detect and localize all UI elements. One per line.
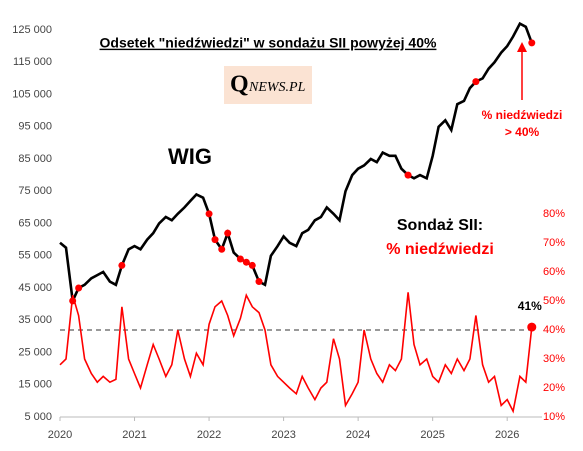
survey-label: % niedźwiedzi <box>386 241 494 258</box>
last-dot <box>527 322 537 332</box>
x-tick-label: 2024 <box>346 429 370 441</box>
arrow-head <box>517 42 527 52</box>
logo-q: Q <box>230 72 249 98</box>
x-tick-label: 2023 <box>271 429 295 441</box>
x-tick-label: 2020 <box>48 429 72 441</box>
last-label: 41% <box>518 299 542 313</box>
bear-dot <box>218 245 226 253</box>
survey-label: Sondaż SII: <box>397 217 483 234</box>
bear-dot <box>211 236 219 244</box>
bear-dot <box>528 39 536 47</box>
y2-tick-label: 40% <box>543 324 565 336</box>
bear-dot <box>255 278 263 286</box>
logo-box <box>224 66 312 104</box>
bears-note: % niedźwiedzi <box>482 108 563 122</box>
bears-note: > 40% <box>505 125 540 139</box>
x-tick-label: 2026 <box>495 429 519 441</box>
y-tick-label: 75 000 <box>18 185 52 197</box>
bear-dot <box>472 78 480 86</box>
bear-dot <box>205 210 213 218</box>
y-tick-label: 55 000 <box>18 250 52 262</box>
bear-dot <box>75 284 83 292</box>
x-tick-label: 2025 <box>420 429 444 441</box>
y-tick-label: 105 000 <box>12 88 52 100</box>
y2-tick-label: 70% <box>543 237 565 249</box>
x-tick-label: 2021 <box>122 429 146 441</box>
logo-text: NEWS.PL <box>248 80 306 95</box>
y-tick-label: 115 000 <box>13 56 52 68</box>
chart-title: Odsetek "niedźwiedzi" w sondażu SII powy… <box>100 35 437 51</box>
y-tick-label: 25 000 <box>18 346 52 358</box>
y-tick-label: 65 000 <box>18 217 52 229</box>
y2-tick-label: 20% <box>543 382 565 394</box>
y-tick-label: 35 000 <box>18 314 52 326</box>
bear-dot <box>236 255 244 263</box>
y2-tick-label: 30% <box>543 353 565 365</box>
y-tick-label: 5 000 <box>24 411 52 423</box>
y-tick-label: 95 000 <box>18 121 52 133</box>
series-line <box>59 292 533 414</box>
bear-dot <box>404 171 412 179</box>
y2-tick-label: 10% <box>543 411 565 423</box>
y-tick-label: 125 000 <box>12 24 52 36</box>
y-tick-label: 85 000 <box>18 153 52 165</box>
bear-dot <box>69 297 77 305</box>
series-line <box>59 21 534 306</box>
y2-tick-label: 50% <box>543 295 565 307</box>
bear-dot <box>248 261 256 269</box>
bear-dot <box>224 229 232 237</box>
wig-label: WIG <box>168 144 212 169</box>
bear-dot <box>242 258 250 266</box>
bear-dot <box>118 261 126 269</box>
y-tick-label: 45 000 <box>18 282 52 294</box>
y2-tick-label: 60% <box>543 266 565 278</box>
x-tick-label: 2022 <box>197 429 221 441</box>
y-tick-label: 15 000 <box>18 379 52 391</box>
y2-tick-label: 80% <box>543 208 565 220</box>
